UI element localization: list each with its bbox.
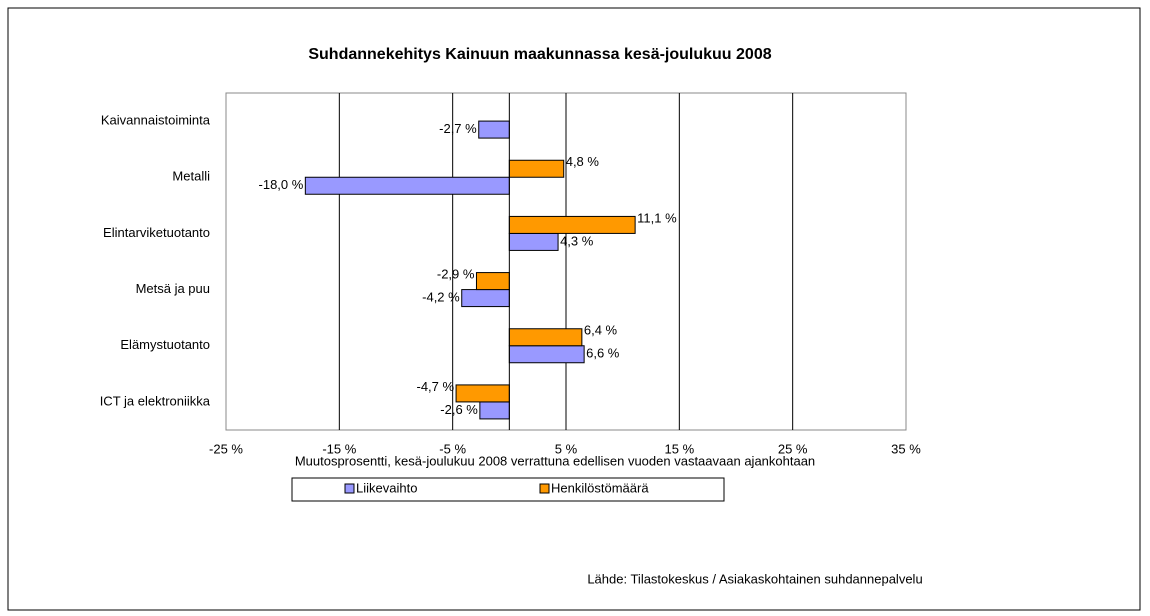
- bar: [508, 345, 585, 364]
- x-tick-label: 35 %: [891, 441, 921, 456]
- data-label: 4,3 %: [560, 233, 594, 248]
- y-tick-label: Elämystuotanto: [120, 337, 210, 352]
- bar: [479, 401, 510, 420]
- legend-swatch: [344, 483, 355, 494]
- y-tick-label: Elintarviketuotanto: [103, 225, 210, 240]
- data-label: -4,2 %: [422, 290, 460, 305]
- y-tick-label: ICT ja elektroniikka: [100, 393, 211, 408]
- bar: [461, 289, 510, 308]
- x-axis-label: Muutosprosentti, kesä-joulukuu 2008 verr…: [295, 453, 815, 468]
- data-label: -2,7 %: [439, 121, 477, 136]
- data-label: -2,9 %: [437, 267, 475, 282]
- x-tick-label: 5 %: [555, 441, 578, 456]
- legend-label: Henkilöstömäärä: [551, 480, 649, 495]
- bar: [478, 120, 510, 139]
- x-tick-label: -15 %: [322, 441, 356, 456]
- legend-swatch: [539, 483, 550, 494]
- y-tick-label: Kaivannaistoiminta: [101, 113, 211, 128]
- legend-label: Liikevaihto: [356, 480, 417, 495]
- bar: [508, 215, 636, 234]
- bar: [455, 384, 510, 403]
- y-tick-label: Metalli: [172, 169, 210, 184]
- x-tick-label: 15 %: [665, 441, 695, 456]
- data-label: 11,1 %: [637, 210, 677, 225]
- source: Lähde: Tilastokeskus / Asiakaskohtainen …: [587, 571, 922, 586]
- data-label: -4,7 %: [416, 379, 454, 394]
- data-label: 6,6 %: [586, 346, 620, 361]
- x-tick-label: -25 %: [209, 441, 243, 456]
- bar: [304, 176, 510, 195]
- bar: [508, 232, 559, 251]
- data-label: -2,6 %: [440, 402, 478, 417]
- x-tick-label: 25 %: [778, 441, 808, 456]
- chart-title: Suhdannekehitys Kainuun maakunnassa kesä…: [308, 46, 771, 63]
- bar: [508, 159, 565, 178]
- bar: [508, 328, 583, 347]
- legend: [291, 477, 725, 502]
- data-label: 4,8 %: [566, 154, 600, 169]
- bar: [475, 272, 510, 291]
- data-label: 6,4 %: [584, 323, 618, 338]
- y-tick-label: Metsä ja puu: [136, 281, 210, 296]
- x-tick-label: -5 %: [439, 441, 466, 456]
- data-label: -18,0 %: [259, 177, 304, 192]
